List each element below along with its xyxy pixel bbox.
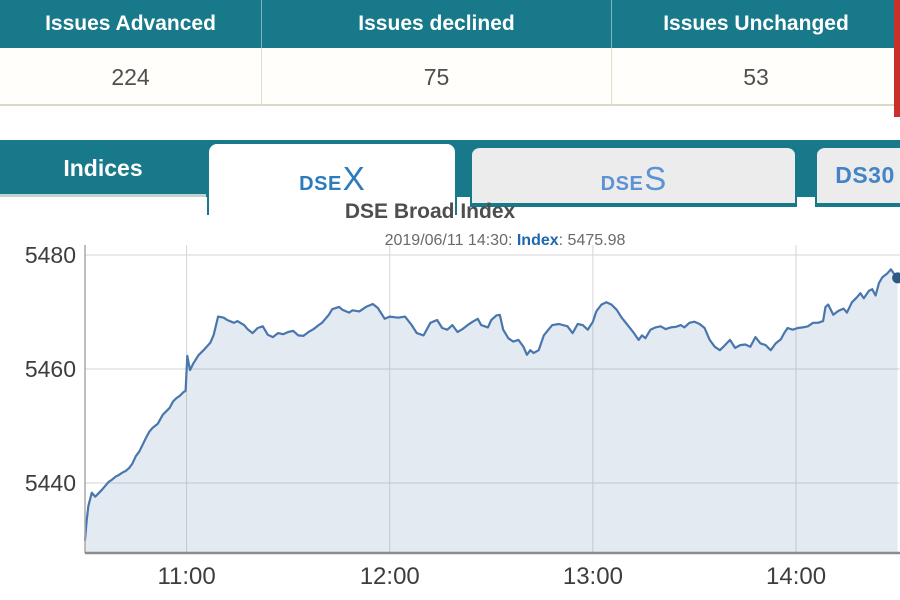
subtitle-index-value: : 5475.98 — [558, 232, 626, 249]
tab-dses[interactable]: DSE S — [470, 145, 797, 207]
issues-advanced-header: Issues Advanced — [0, 0, 262, 48]
y-axis-tick-label: 5440 — [25, 470, 76, 496]
summary-header-row: Issues Advanced Issues declined Issues U… — [0, 0, 900, 48]
summary-value-row: 224 75 53 — [0, 48, 900, 106]
tab-dsex-label-large: X — [342, 160, 365, 197]
chart-title: DSE Broad Index — [344, 200, 516, 223]
last-point-marker — [892, 272, 900, 284]
red-banner-fragment — [894, 0, 900, 117]
issues-declined-value: 75 — [262, 48, 612, 106]
issues-summary-table: Issues Advanced Issues declined Issues U… — [0, 0, 900, 106]
tab-ds30[interactable]: DS30 — [815, 145, 900, 207]
tab-dses-label-small: DSE — [600, 173, 644, 195]
x-axis-tick-label: 13:00 — [563, 563, 623, 590]
indices-label: Indices — [63, 155, 143, 181]
y-axis-tick-label: 5460 — [25, 356, 76, 382]
indices-underline — [0, 194, 206, 197]
x-axis-tick-label: 11:00 — [157, 563, 215, 590]
issues-advanced-value: 224 — [0, 48, 262, 106]
tab-dses-label-large: S — [644, 160, 667, 197]
y-axis-tick-label: 5480 — [25, 242, 76, 268]
tab-ds30-label: DS30 — [835, 162, 895, 188]
indices-tab-bar: Indices DSE X DSE S DS30 — [0, 140, 900, 220]
dse-broad-index-chart: 5480 5460 5440 11:00 12:00 13:00 14:00 — [0, 230, 900, 600]
tab-dsex-label-small: DSE — [299, 173, 342, 195]
issues-unchanged-header: Issues Unchanged — [612, 0, 900, 48]
index-line — [83, 268, 899, 542]
chart-subtitle: 2019/06/11 14:30: Index: 5475.98 — [255, 232, 755, 250]
index-area-fill — [85, 269, 898, 553]
subtitle-datetime: 2019/06/11 14:30: — [384, 232, 517, 249]
subtitle-index-label: Index — [516, 232, 559, 249]
issues-unchanged-value: 53 — [612, 48, 900, 106]
tab-dsex[interactable]: DSE X — [207, 142, 457, 215]
index-area-chart[interactable]: 5480 5460 5440 11:00 12:00 13:00 14:00 — [0, 230, 900, 600]
x-axis-tick-label: 12:00 — [360, 563, 420, 590]
x-axis-tick-label: 14:00 — [766, 563, 826, 590]
issues-declined-header: Issues declined — [262, 0, 612, 48]
